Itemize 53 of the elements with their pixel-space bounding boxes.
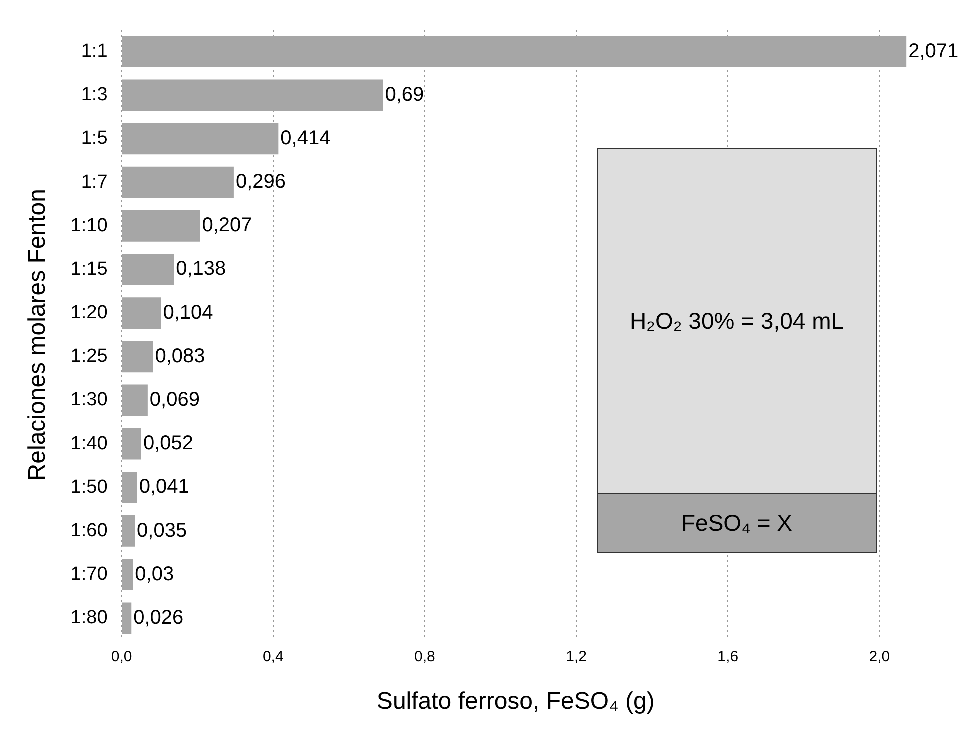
x-tick-label: 0,4 — [262, 648, 284, 666]
y-axis-title: Relaciones molares Fenton — [24, 189, 52, 482]
y-tick-label: 1:80 — [70, 608, 108, 629]
y-tick-label: 1:30 — [70, 390, 108, 411]
bar — [122, 341, 154, 373]
data-label: 0,041 — [139, 476, 190, 498]
bar — [122, 559, 134, 591]
y-tick-label: 1:20 — [70, 302, 108, 324]
bar — [122, 516, 136, 547]
x-tick-label: 0,0 — [111, 648, 132, 666]
bar — [122, 298, 162, 329]
data-label: 0,083 — [155, 345, 206, 368]
bar — [122, 384, 148, 416]
data-label: 2,071 — [908, 40, 959, 62]
x-axis-title: Sulfato ferroso, FeSO₄ (g) — [376, 688, 655, 716]
data-label: 0,069 — [150, 388, 200, 411]
y-tick-label: 1:7 — [81, 172, 108, 193]
bar — [122, 210, 200, 242]
data-label: 0,296 — [236, 171, 286, 194]
bar — [122, 428, 142, 460]
data-label: 0,69 — [385, 84, 424, 106]
y-tick-label: 1:15 — [70, 258, 108, 280]
x-tick-label: 1,6 — [718, 648, 739, 666]
bar — [122, 602, 132, 634]
data-label: 0,104 — [163, 302, 214, 324]
y-tick-label: 1:10 — [70, 215, 108, 236]
x-tick-label: 0,8 — [414, 648, 436, 666]
two-part-box: H₂O₂ 30% = 3,04 mL FeSO₄ = X — [597, 148, 877, 553]
bar — [122, 36, 907, 68]
x-tick-label: 2,0 — [869, 648, 890, 666]
data-label: 0,414 — [280, 127, 331, 150]
y-tick-label: 1:50 — [70, 476, 108, 498]
y-tick-label: 1:40 — [70, 433, 108, 454]
y-tick-label: 1:70 — [70, 564, 108, 586]
y-tick-label: 1:25 — [70, 346, 108, 368]
data-label: 0,03 — [135, 563, 174, 586]
data-label: 0,035 — [137, 520, 188, 542]
data-label: 0,207 — [202, 214, 252, 237]
bar — [122, 472, 138, 504]
bar — [122, 254, 174, 286]
bar — [122, 166, 234, 198]
bar — [122, 123, 279, 155]
x-tick-label: 1,2 — [566, 648, 587, 666]
bar — [122, 80, 384, 112]
y-tick-label: 1:1 — [81, 41, 108, 62]
annotation: FeSO₄ = X — [598, 494, 876, 552]
annotation: H₂O₂ 30% = 3,04 mL — [598, 149, 876, 494]
y-tick-label: 1:3 — [81, 84, 108, 106]
data-label: 0,138 — [176, 258, 226, 280]
data-label: 0,026 — [134, 606, 184, 629]
y-tick-label: 1:5 — [81, 128, 108, 150]
y-tick-label: 1:60 — [70, 520, 108, 542]
data-label: 0,052 — [143, 432, 194, 455]
